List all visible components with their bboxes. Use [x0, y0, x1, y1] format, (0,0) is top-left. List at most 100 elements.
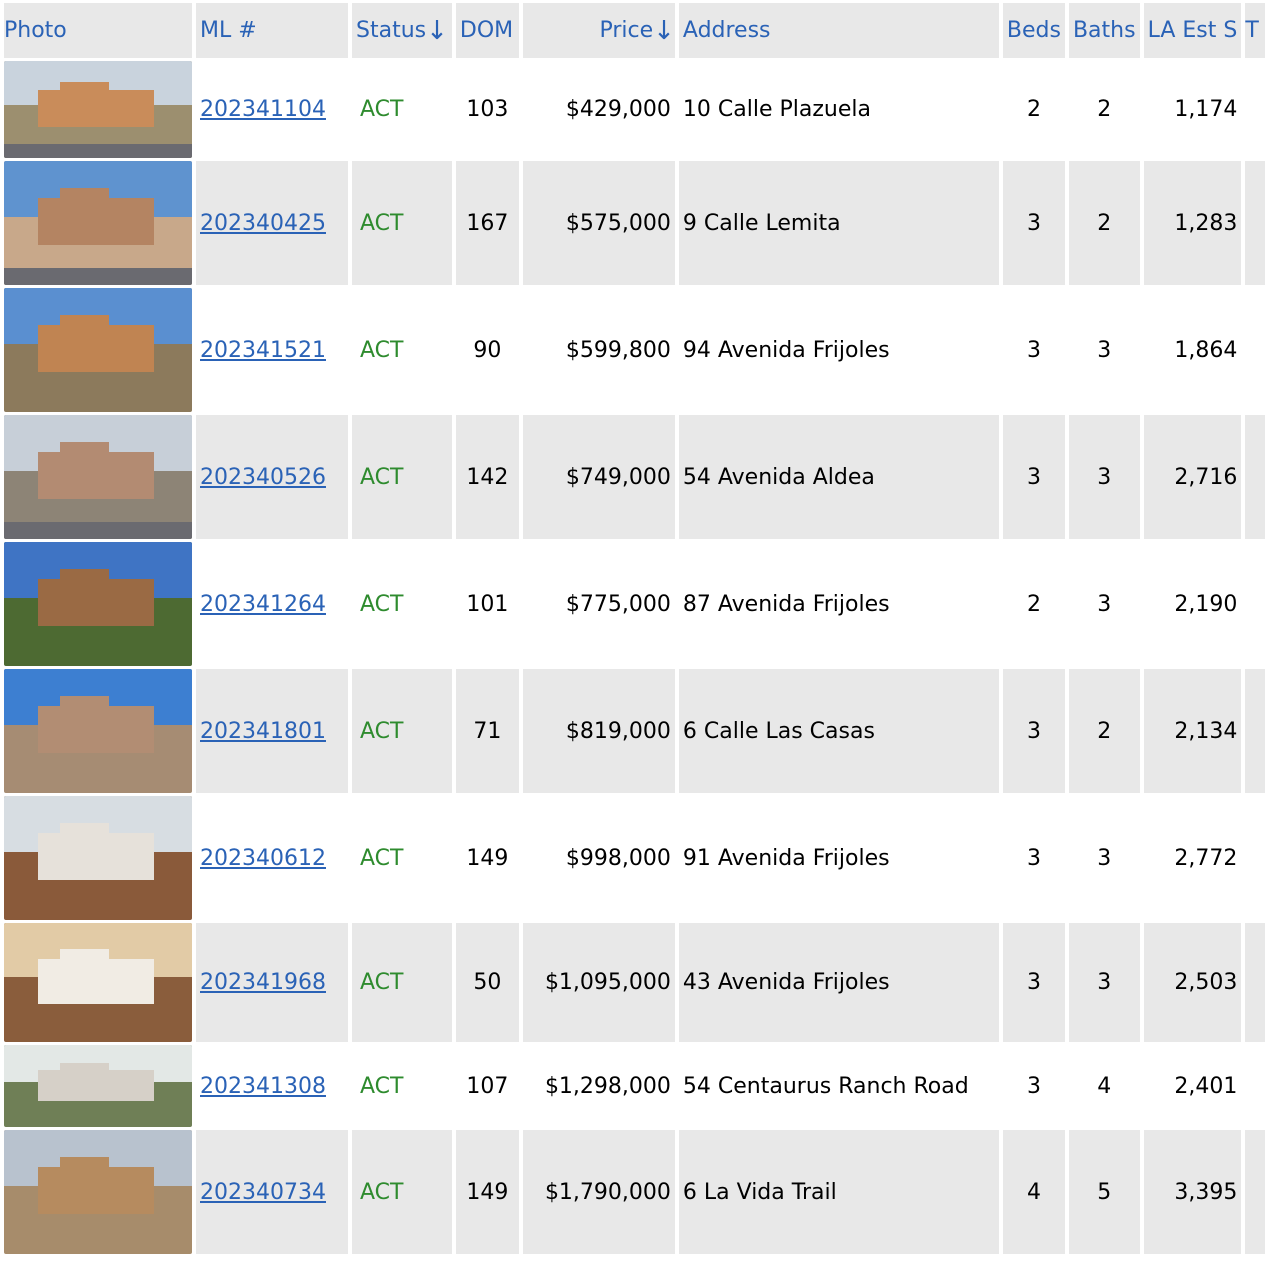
t-cell	[1245, 1130, 1266, 1254]
table-row[interactable]: 202341104 ACT 103 $429,000 10 Calle Plaz…	[4, 61, 1266, 158]
table-row[interactable]: 202340526 ACT 142 $749,000 54 Avenida Al…	[4, 415, 1266, 539]
col-header-la-est[interactable]: LA Est S	[1143, 3, 1242, 58]
listing-photo[interactable]	[4, 542, 192, 666]
col-header-beds[interactable]: Beds	[1002, 3, 1065, 58]
address-cell: 9 Calle Lemita	[678, 161, 999, 285]
listing-photo[interactable]	[4, 923, 192, 1042]
table-row[interactable]: 202340612 ACT 149 $998,000 91 Avenida Fr…	[4, 796, 1266, 920]
beds-cell: 3	[1002, 669, 1065, 793]
ml-number-link[interactable]: 202341104	[200, 97, 326, 122]
listing-photo[interactable]	[4, 415, 192, 539]
listing-photo[interactable]	[4, 796, 192, 920]
listing-photo[interactable]	[4, 288, 192, 412]
beds-cell: 3	[1002, 1045, 1065, 1127]
la-est-cell: 3,395	[1143, 1130, 1242, 1254]
price-cell: $429,000	[522, 61, 675, 158]
table-row[interactable]: 202341264 ACT 101 $775,000 87 Avenida Fr…	[4, 542, 1266, 666]
baths-cell: 2	[1068, 669, 1140, 793]
col-header-address[interactable]: Address	[678, 3, 999, 58]
table-row[interactable]: 202341968 ACT 50 $1,095,000 43 Avenida F…	[4, 923, 1266, 1042]
ml-number-link[interactable]: 202340526	[200, 464, 326, 490]
ml-number-cell: 202341801	[196, 669, 348, 793]
price-cell: $599,800	[522, 288, 675, 412]
t-cell	[1245, 669, 1266, 793]
listing-photo[interactable]	[4, 669, 192, 793]
address-cell: 10 Calle Plazuela	[678, 61, 999, 158]
t-cell	[1245, 415, 1266, 539]
baths-cell: 3	[1068, 415, 1140, 539]
photo-cell[interactable]	[4, 1130, 192, 1254]
ml-number-link[interactable]: 202341968	[200, 970, 326, 995]
dom-cell: 103	[455, 61, 519, 158]
table-row[interactable]: 202341801 ACT 71 $819,000 6 Calle Las Ca…	[4, 669, 1266, 793]
col-header-t[interactable]: T	[1245, 3, 1266, 58]
ml-number-link[interactable]: 202341264	[200, 591, 326, 617]
dom-cell: 50	[455, 923, 519, 1042]
col-header-dom[interactable]: DOM	[455, 3, 519, 58]
dom-cell: 90	[455, 288, 519, 412]
ml-number-link[interactable]: 202341521	[200, 337, 326, 363]
photo-cell[interactable]	[4, 288, 192, 412]
photo-cell[interactable]	[4, 1045, 192, 1127]
t-cell	[1245, 288, 1266, 412]
listing-photo[interactable]	[4, 1045, 192, 1127]
la-est-cell: 1,283	[1143, 161, 1242, 285]
beds-cell: 3	[1002, 923, 1065, 1042]
photo-cell[interactable]	[4, 415, 192, 539]
ml-number-cell: 202341104	[196, 61, 348, 158]
la-est-cell: 1,174	[1143, 61, 1242, 158]
sort-desc-arrow-icon: ↓	[426, 15, 448, 46]
table-row[interactable]: 202341521 ACT 90 $599,800 94 Avenida Fri…	[4, 288, 1266, 412]
la-est-cell: 2,190	[1143, 542, 1242, 666]
beds-cell: 3	[1002, 415, 1065, 539]
baths-cell: 3	[1068, 288, 1140, 412]
ml-number-link[interactable]: 202341308	[200, 1073, 326, 1099]
ml-number-cell: 202341264	[196, 542, 348, 666]
price-cell: $775,000	[522, 542, 675, 666]
la-est-cell: 2,503	[1143, 923, 1242, 1042]
beds-cell: 2	[1002, 542, 1065, 666]
col-header-status[interactable]: Status↓	[352, 3, 452, 58]
beds-cell: 2	[1002, 61, 1065, 158]
photo-cell[interactable]	[4, 161, 192, 285]
listing-photo[interactable]	[4, 161, 192, 285]
listing-photo[interactable]	[4, 61, 192, 158]
table-row[interactable]: 202340734 ACT 149 $1,790,000 6 La Vida T…	[4, 1130, 1266, 1254]
table-row[interactable]: 202340425 ACT 167 $575,000 9 Calle Lemit…	[4, 161, 1266, 285]
beds-cell: 3	[1002, 796, 1065, 920]
col-header-ml[interactable]: ML #	[196, 3, 348, 58]
price-cell: $819,000	[522, 669, 675, 793]
photo-cell[interactable]	[4, 923, 192, 1042]
photo-cell[interactable]	[4, 669, 192, 793]
photo-cell[interactable]	[4, 796, 192, 920]
price-cell: $998,000	[522, 796, 675, 920]
photo-cell[interactable]	[4, 542, 192, 666]
ml-number-link[interactable]: 202340734	[200, 1179, 326, 1205]
la-est-cell: 2,134	[1143, 669, 1242, 793]
col-header-photo[interactable]: Photo	[4, 3, 192, 58]
status-cell: ACT	[352, 542, 452, 666]
t-cell	[1245, 923, 1266, 1042]
price-cell: $575,000	[522, 161, 675, 285]
ml-number-link[interactable]: 202340425	[200, 210, 326, 236]
status-cell: ACT	[352, 796, 452, 920]
dom-cell: 107	[455, 1045, 519, 1127]
ml-number-link[interactable]: 202341801	[200, 718, 326, 744]
table-row[interactable]: 202341308 ACT 107 $1,298,000 54 Centauru…	[4, 1045, 1266, 1127]
listing-photo[interactable]	[4, 1130, 192, 1254]
col-header-price[interactable]: Price↓	[522, 3, 675, 58]
address-cell: 6 Calle Las Casas	[678, 669, 999, 793]
beds-cell: 3	[1002, 161, 1065, 285]
beds-cell: 3	[1002, 288, 1065, 412]
sort-desc-arrow-icon: ↓	[653, 15, 675, 46]
col-header-baths[interactable]: Baths	[1068, 3, 1140, 58]
t-cell	[1245, 1045, 1266, 1127]
photo-cell[interactable]	[4, 61, 192, 158]
baths-cell: 5	[1068, 1130, 1140, 1254]
t-cell	[1245, 542, 1266, 666]
ml-number-cell: 202341521	[196, 288, 348, 412]
ml-number-link[interactable]: 202340612	[200, 845, 326, 871]
dom-cell: 149	[455, 796, 519, 920]
ml-number-cell: 202340734	[196, 1130, 348, 1254]
